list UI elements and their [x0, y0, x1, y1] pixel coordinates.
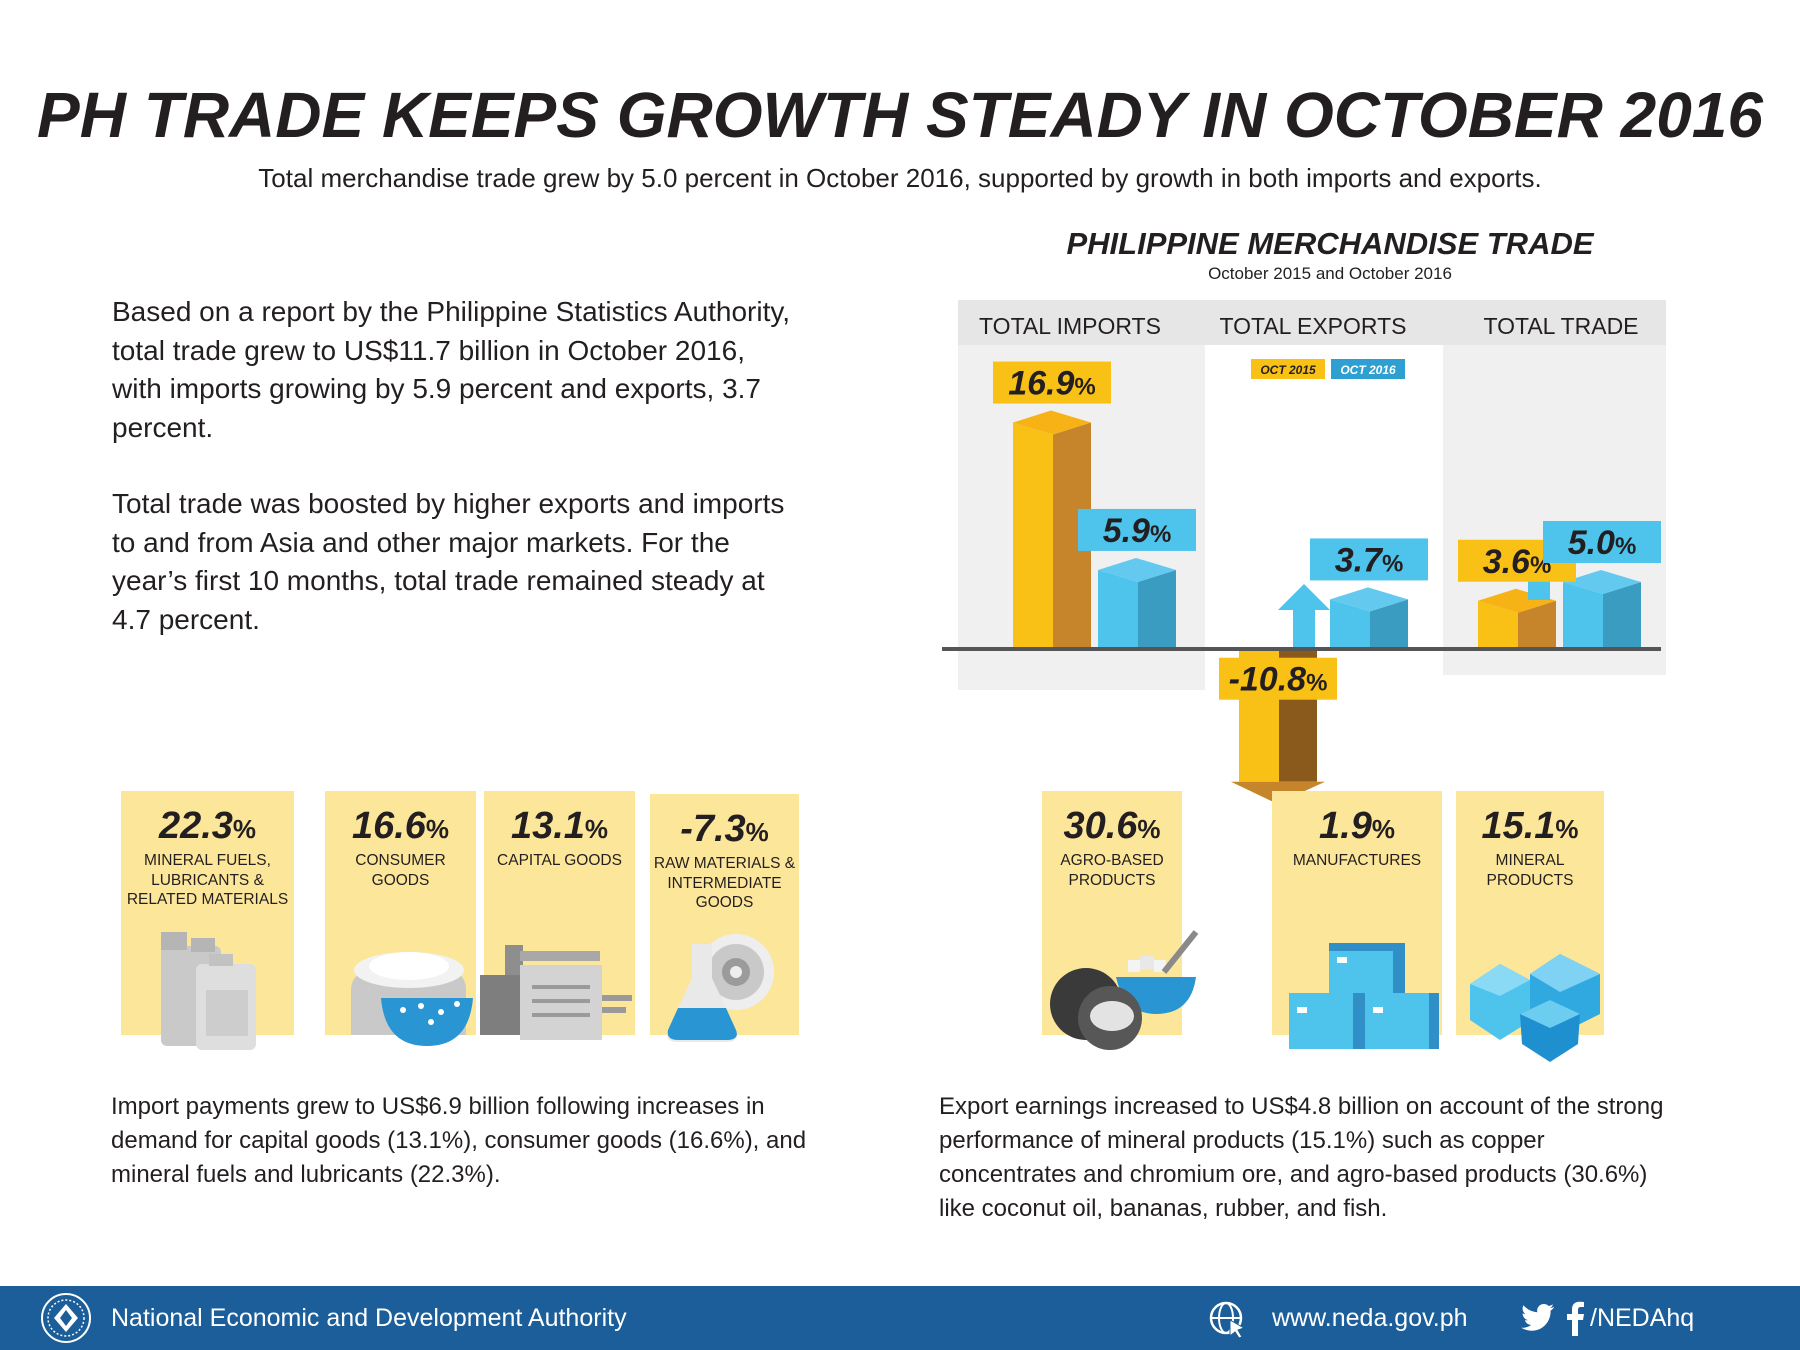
bar-oct-2016-2 [1563, 570, 1641, 649]
export-card-2: 15.1% MINERAL PRODUCTS [1456, 791, 1604, 1035]
category-label-1: TOTAL EXPORTS [1219, 313, 1406, 339]
export-card-label: AGRO-BASED PRODUCTS [1060, 852, 1164, 889]
page-title: PH TRADE KEEPS GROWTH STEADY IN OCTOBER … [37, 79, 1763, 151]
imports-summary: Import payments grew to US$6.9 billion f… [111, 1093, 807, 1188]
footer-bar: National Economic and Development Author… [0, 1286, 1800, 1350]
import-card-value: -7.3% [680, 808, 769, 850]
panel-imports-header [958, 300, 1205, 345]
legend-swatch-oct2016 [1331, 359, 1405, 379]
export-card-value: 1.9% [1319, 805, 1395, 847]
intro-paragraph-1: Based on a report by the Philippine Stat… [112, 296, 791, 443]
mineral-crystals-icon [1460, 944, 1610, 1064]
card-value-number: -7.3 [680, 808, 746, 850]
card-value-number: 16.6 [351, 805, 426, 847]
page-subtitle: Total merchandise trade grew by 5.0 perc… [258, 163, 1542, 193]
import-card-label: RAW MATERIALS & INTERMEDIATE GOODS [653, 855, 796, 911]
svg-text:3.7%: 3.7% [1335, 541, 1404, 579]
import-card-value: 13.1% [510, 805, 609, 847]
import-card-label: CONSUMER GOODS [355, 852, 446, 889]
boxes-icon [1281, 935, 1441, 1055]
footer-social-handle[interactable]: /NEDAhq [1590, 1304, 1695, 1332]
card-value-number: 13.1 [510, 805, 585, 847]
globe-cursor-icon [1209, 1301, 1246, 1339]
chart-subtitle: October 2015 and October 2016 [1208, 264, 1452, 283]
card-value-number: 30.6 [1063, 805, 1138, 847]
value-label-oct-2015-0: 16.9% [993, 361, 1111, 404]
value-label-oct-2016-1: 3.7% [1310, 538, 1428, 581]
footer-org-name: National Economic and Development Author… [111, 1304, 627, 1332]
svg-text:16.9%: 16.9% [1008, 365, 1096, 403]
twitter-icon[interactable] [1520, 1302, 1556, 1334]
exports-summary: Export earnings increased to US$4.8 bill… [939, 1093, 1664, 1222]
bar-oct-2016-0 [1098, 557, 1176, 649]
chart-title: PHILIPPINE MERCHANDISE TRADE [1066, 226, 1594, 261]
trade-bar-chart: TOTAL IMPORTS TOTAL EXPORTS TOTAL TRADE OC… [942, 300, 1666, 804]
facebook-icon[interactable] [1564, 1300, 1586, 1336]
bar-oct-2015-2 [1478, 588, 1556, 649]
card-value-number: 1.9 [1319, 805, 1372, 847]
legend-swatch-oct2015 [1251, 359, 1325, 379]
import-card-value: 16.6% [351, 805, 450, 847]
export-card-label: MINERAL PRODUCTS [1486, 852, 1574, 889]
rice-sack-icon [341, 940, 481, 1050]
import-card-label: MINERAL FUELS, LUBRICANTS & RELATED MATE… [126, 852, 289, 908]
value-label-oct-2016-0: 5.9% [1078, 508, 1196, 551]
footer-website-link[interactable]: www.neda.gov.ph [1272, 1304, 1468, 1332]
neda-seal-icon [41, 1293, 91, 1343]
import-card-value: 22.3% [158, 805, 257, 847]
svg-text:5.0%: 5.0% [1568, 524, 1637, 562]
category-label-2: TOTAL TRADE [1483, 313, 1638, 339]
coconut-sugar-icon [1046, 922, 1206, 1052]
value-label-oct-2015-1: -10.8% [1219, 657, 1337, 700]
card-value-number: 15.1 [1481, 805, 1556, 847]
svg-text:-10.8%: -10.8% [1229, 661, 1328, 699]
intro-paragraph-2: Total trade was boosted by higher export… [112, 488, 785, 635]
export-card-value: 30.6% [1063, 805, 1161, 847]
flask-gear-icon [654, 930, 784, 1050]
copier-machine-icon [480, 935, 640, 1045]
export-card-value: 15.1% [1481, 805, 1579, 847]
svg-text:5.9%: 5.9% [1103, 512, 1172, 550]
bar-oct-2015-0 [1013, 410, 1091, 649]
export-card-label: MANUFACTURES [1292, 852, 1422, 869]
category-label-0: TOTAL IMPORTS [979, 313, 1161, 339]
panel-exports-header [1205, 300, 1443, 345]
card-value-number: 22.3 [158, 805, 233, 847]
import-card-label: CAPITAL GOODS [497, 852, 622, 869]
panel-trade-header [1443, 300, 1666, 345]
legend-label-oct2016: OCT 2016 [1340, 363, 1396, 377]
legend-label-oct2015: OCT 2015 [1260, 363, 1316, 377]
growth-arrow-exports [1278, 584, 1330, 649]
value-label-oct-2016-2: 5.0% [1543, 521, 1661, 563]
bar-oct-2016-1 [1330, 587, 1408, 649]
fuel-containers-icon [151, 924, 261, 1054]
